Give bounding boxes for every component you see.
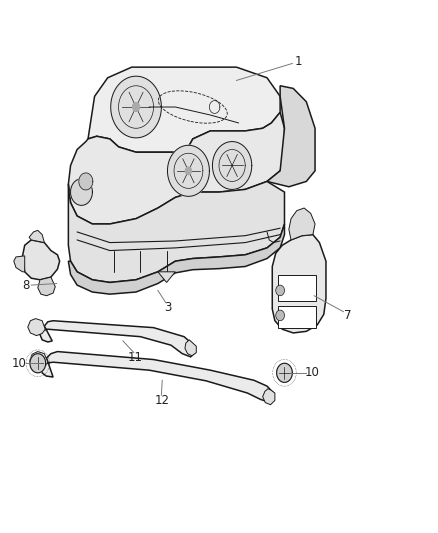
Polygon shape (38, 277, 55, 296)
Polygon shape (29, 352, 48, 370)
Polygon shape (88, 67, 280, 152)
Polygon shape (133, 103, 140, 111)
Text: 1: 1 (295, 55, 302, 68)
Polygon shape (22, 240, 60, 280)
Polygon shape (68, 224, 285, 294)
Polygon shape (111, 76, 161, 138)
Polygon shape (167, 146, 209, 196)
Polygon shape (68, 112, 285, 224)
Polygon shape (68, 181, 285, 282)
Polygon shape (79, 173, 93, 190)
Polygon shape (212, 142, 252, 189)
Polygon shape (272, 235, 326, 333)
Polygon shape (14, 256, 25, 272)
Text: 3: 3 (164, 302, 171, 314)
Circle shape (276, 310, 285, 321)
Polygon shape (267, 86, 315, 187)
Text: 12: 12 (155, 394, 170, 407)
Text: 7: 7 (344, 309, 352, 322)
Polygon shape (30, 354, 46, 373)
Circle shape (276, 285, 285, 296)
Polygon shape (185, 340, 196, 356)
Polygon shape (28, 319, 45, 336)
Polygon shape (277, 364, 292, 382)
Text: 10: 10 (305, 366, 320, 379)
Bar (278, 275, 316, 301)
Polygon shape (158, 272, 175, 282)
Bar (278, 306, 316, 328)
Polygon shape (40, 321, 195, 357)
Text: 11: 11 (127, 351, 143, 365)
Text: 10: 10 (11, 357, 26, 370)
Polygon shape (71, 179, 92, 205)
Polygon shape (42, 352, 274, 401)
Polygon shape (29, 230, 44, 243)
Polygon shape (263, 389, 275, 405)
Polygon shape (185, 167, 191, 174)
Text: 8: 8 (22, 279, 29, 292)
Polygon shape (289, 208, 315, 240)
